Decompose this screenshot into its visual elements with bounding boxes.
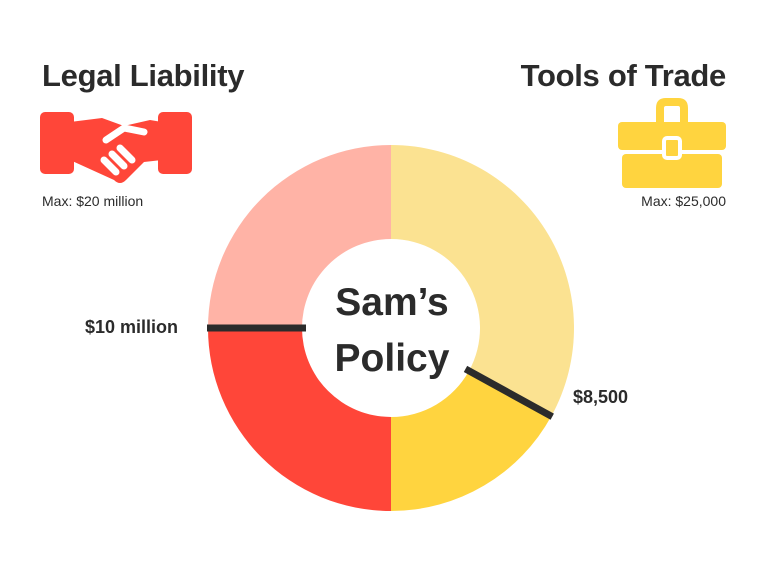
handshake-icon	[40, 106, 192, 186]
tools-of-trade-selected-segment	[391, 370, 552, 511]
policy-name-line-1: Sam’s	[335, 281, 449, 324]
tools-of-trade-selected-value: $8,500	[573, 387, 629, 407]
tools-of-trade-remaining-segment	[391, 145, 574, 417]
policy-name-line-2: Policy	[334, 337, 450, 380]
tools-of-trade-max-label: Max: $25,000	[641, 193, 726, 209]
legal-liability-max-label: Max: $20 million	[42, 193, 144, 209]
briefcase-icon	[616, 98, 728, 188]
tools-of-trade-heading: Tools of Trade	[520, 58, 727, 93]
legal-liability-remaining-segment	[208, 145, 391, 328]
tools-of-trade-pointer	[463, 365, 554, 420]
legal-liability-selected-value: $10 million	[85, 317, 179, 337]
legal-liability-selected-segment	[208, 328, 391, 511]
legal-liability-heading: Legal Liability	[42, 58, 245, 93]
